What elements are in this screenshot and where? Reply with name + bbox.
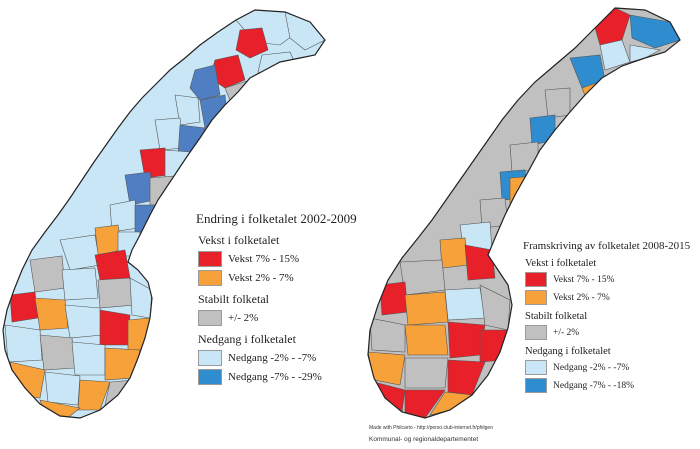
legend-right-row-stable: +/- 2%: [525, 325, 690, 340]
map-left-region: [104, 347, 141, 381]
map-right-region: [509, 141, 539, 173]
map-right-region: [439, 237, 469, 269]
map-left-region: [174, 94, 201, 126]
map-left-region: [64, 304, 103, 339]
legend-swatch: [198, 310, 222, 326]
map-left-region: [127, 317, 151, 351]
legend-label: Vekst 2% - 7%: [553, 292, 610, 303]
map-left-region: [235, 27, 269, 59]
legend-label: Vekst 7% - 15%: [553, 274, 615, 285]
map-right-region: [529, 114, 556, 146]
legend-right-row-growth-high: Vekst 7% - 15%: [525, 272, 690, 287]
map-left-region: [134, 204, 161, 233]
map-right-outline: [367, 7, 681, 419]
map-left-region: [39, 334, 76, 371]
legend-label: Nedgang -7% - -29%: [228, 371, 322, 383]
map-left: [2, 9, 326, 419]
legend-left-group-decline: Nedgang i folketalet: [198, 332, 296, 346]
map-left-region: [71, 341, 106, 376]
legend-left-row-decline-high: Nedgang -7% - -29%: [198, 369, 357, 385]
legend-label: Vekst 7% - 15%: [228, 253, 300, 265]
legend-right: Framskriving av folketalet 2008-2015 Vek…: [523, 240, 690, 396]
map-right-region: [404, 357, 449, 389]
legend-swatch: [198, 251, 222, 267]
legend-swatch: [198, 369, 222, 385]
credit-department: Kommunal- og regionaldepartementet: [369, 436, 479, 443]
legend-left: Endring i folketalet 2002-2009 Vekst i f…: [196, 211, 357, 388]
map-right-region: [464, 244, 496, 281]
map-right-region: [544, 87, 571, 119]
legend-swatch: [198, 270, 222, 286]
legend-left-row-decline-mid: Nedgang -2% - -7%: [198, 350, 357, 366]
map-left-region: [94, 249, 131, 281]
legend-right-row-decline-high: Nedgang -7% - -18%: [525, 378, 690, 393]
legend-swatch: [525, 272, 547, 287]
map-left-region: [99, 309, 131, 346]
legend-swatch: [525, 360, 547, 375]
map-right-region: [379, 281, 409, 316]
legend-right-title: Framskriving av folketalet 2008-2015: [523, 240, 691, 252]
legend-label: Vekst 2% - 7%: [228, 272, 294, 284]
map-left-region: [34, 297, 69, 331]
legend-right-row-decline-mid: Nedgang -2% - -7%: [525, 360, 690, 375]
legend-left-row-stable: +/- 2%: [198, 310, 357, 326]
credit-made-with: Made with Philcarto - http://perso.club-…: [369, 425, 493, 431]
legend-right-group-stable: Stabilt folketal: [525, 311, 588, 322]
map-right-region: [404, 324, 449, 356]
map-left-region: [164, 149, 191, 181]
legend-right-group-growth: Vekst i folketalet: [525, 258, 597, 269]
legend-right-group-decline: Nedgang i folketalet: [525, 346, 611, 357]
map-right-region: [404, 389, 446, 418]
map-right-region: [369, 317, 406, 353]
map-left-region: [44, 371, 81, 406]
legend-left-group-growth: Vekst i folketalet: [198, 233, 280, 247]
legend-left-row-growth-mid: Vekst 2% - 7%: [198, 270, 357, 286]
map-left-region: [4, 324, 43, 363]
legend-label: +/- 2%: [228, 312, 259, 324]
map-left-region: [189, 64, 221, 101]
map-left-region: [97, 277, 136, 309]
legend-swatch: [525, 325, 547, 340]
map-right-region: [399, 259, 446, 296]
legend-swatch: [525, 378, 547, 393]
legend-left-title: Endring i folketalet 2002-2009: [196, 211, 357, 226]
map-left-region: [61, 267, 99, 301]
map-right-region: [509, 175, 536, 206]
legend-label: +/- 2%: [553, 327, 580, 338]
map-right-region: [404, 291, 449, 326]
legend-right-row-growth-mid: Vekst 2% - 7%: [525, 290, 690, 305]
map-right: [367, 7, 681, 419]
legend-label: Nedgang -7% - -18%: [553, 380, 634, 391]
map-left-region: [29, 255, 66, 293]
map-left-region: [9, 291, 39, 323]
map-left-region: [199, 94, 229, 129]
legend-left-row-growth-high: Vekst 7% - 15%: [198, 251, 357, 267]
map-right-region: [444, 287, 486, 321]
legend-label: Nedgang -2% - -7%: [228, 352, 317, 364]
map-right-region: [368, 351, 406, 386]
map-left-outline: [2, 9, 326, 419]
legend-swatch: [525, 290, 547, 305]
legend-swatch: [198, 350, 222, 366]
map-right-region: [629, 14, 680, 49]
legend-left-group-stable: Stabilt folketal: [198, 292, 269, 306]
legend-label: Nedgang -2% - -7%: [553, 362, 630, 373]
map-right-region: [447, 321, 486, 359]
